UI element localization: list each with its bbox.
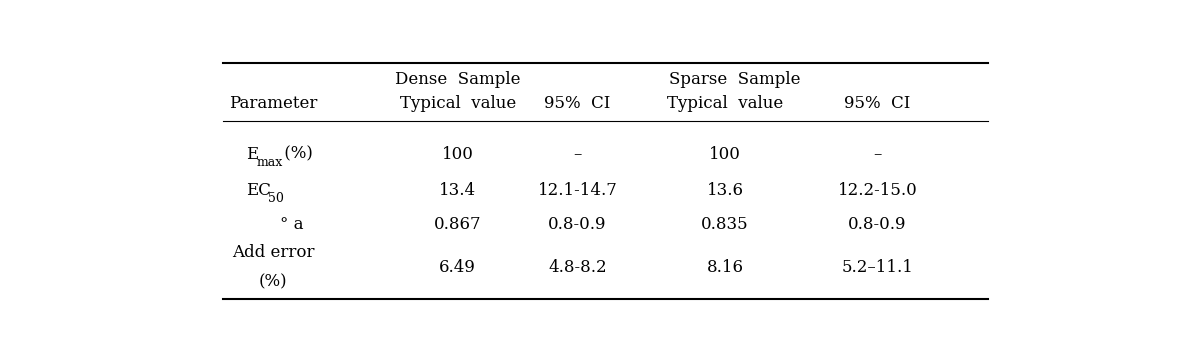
- Text: E: E: [245, 146, 258, 163]
- Text: EC: EC: [245, 182, 270, 199]
- Text: ° a: ° a: [280, 216, 303, 233]
- Text: Dense  Sample: Dense Sample: [395, 71, 520, 88]
- Text: Parameter: Parameter: [228, 95, 318, 112]
- Text: 8.16: 8.16: [707, 259, 744, 276]
- Text: 13.4: 13.4: [439, 182, 476, 199]
- Text: 12.2-15.0: 12.2-15.0: [838, 182, 917, 199]
- Text: –: –: [574, 146, 582, 163]
- Text: max: max: [257, 156, 283, 169]
- Text: Typical  value: Typical value: [400, 95, 515, 112]
- Text: 0.867: 0.867: [434, 216, 482, 233]
- Text: 12.1-14.7: 12.1-14.7: [538, 182, 618, 199]
- Text: 95%  CI: 95% CI: [844, 95, 910, 112]
- Text: (%): (%): [259, 273, 288, 290]
- Text: Typical  value: Typical value: [668, 95, 783, 112]
- Text: 5.2–11.1: 5.2–11.1: [841, 259, 913, 276]
- Text: –: –: [873, 146, 882, 163]
- Text: 0.835: 0.835: [701, 216, 749, 233]
- Text: 100: 100: [441, 146, 474, 163]
- Text: Sparse  Sample: Sparse Sample: [669, 71, 800, 88]
- Text: (%): (%): [278, 146, 313, 163]
- Text: Add error: Add error: [232, 244, 314, 261]
- Text: 0.8-0.9: 0.8-0.9: [549, 216, 607, 233]
- Text: 0.8-0.9: 0.8-0.9: [848, 216, 907, 233]
- Text: 95%  CI: 95% CI: [544, 95, 610, 112]
- Text: 4.8-8.2: 4.8-8.2: [549, 259, 607, 276]
- Text: 6.49: 6.49: [439, 259, 476, 276]
- Text: 50: 50: [268, 191, 283, 205]
- Text: 100: 100: [709, 146, 741, 163]
- Text: 13.6: 13.6: [707, 182, 744, 199]
